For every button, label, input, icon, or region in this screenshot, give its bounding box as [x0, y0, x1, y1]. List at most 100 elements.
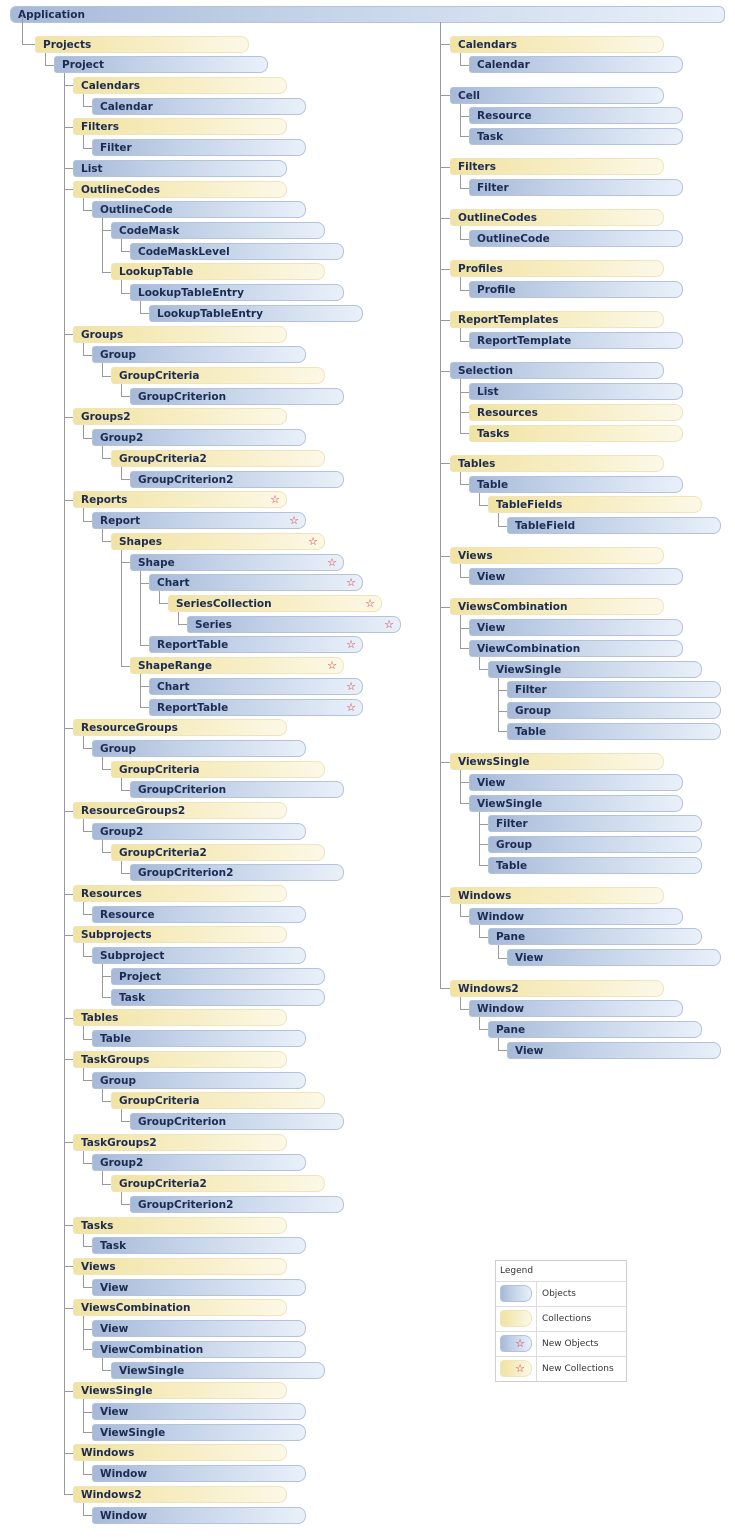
- node-task: Task: [92, 1237, 306, 1255]
- node-label: Calendars: [458, 38, 518, 51]
- connector-line: [460, 226, 461, 239]
- node-label: Tasks: [477, 427, 510, 440]
- node-subproject: Subproject: [92, 947, 306, 965]
- connector-line: [498, 1037, 499, 1051]
- connector-line: [83, 902, 84, 915]
- node-filter: Filter: [488, 815, 702, 833]
- node-groupcriteria: GroupCriteria: [111, 760, 325, 778]
- connector-line: [479, 1029, 488, 1031]
- node-reporttable: ReportTable ☆: [149, 636, 363, 654]
- node-groupcriteria: GroupCriteria: [111, 1092, 325, 1110]
- connector-line: [460, 136, 469, 138]
- connector-line: [64, 1266, 73, 1268]
- connector-line: [440, 555, 450, 557]
- node-label: ViewsCombination: [458, 601, 568, 614]
- connector-line: [460, 289, 469, 291]
- connector-line: [83, 1274, 84, 1288]
- connector-line: [83, 342, 84, 355]
- node-project: Project: [111, 967, 325, 985]
- node-resources: Resources: [73, 885, 287, 903]
- node-group: Group: [488, 835, 702, 853]
- node-label: ViewSingle: [119, 1364, 185, 1377]
- connector-line: [83, 197, 84, 210]
- star-icon: ☆: [515, 1362, 525, 1375]
- connector-line: [102, 839, 103, 853]
- connector-line: [83, 1399, 84, 1433]
- node-label: Resource: [100, 908, 155, 921]
- connector-line: [440, 217, 450, 219]
- node-groupcriteria2: GroupCriteria2: [111, 449, 325, 467]
- node-label: View: [100, 1406, 129, 1419]
- node-resourcegroups: ResourceGroups: [73, 719, 287, 737]
- node-label: ResourceGroups2: [81, 805, 186, 818]
- connector-line: [460, 576, 469, 578]
- connector-line: [83, 209, 92, 211]
- node-label: Table: [496, 859, 528, 872]
- node-shape: Shape ☆: [130, 553, 344, 571]
- node-taskgroups2: TaskGroups2: [73, 1133, 287, 1151]
- connector-line: [83, 831, 92, 833]
- node-lookuptableentry: LookupTableEntry: [149, 304, 363, 322]
- connector-line: [83, 1432, 92, 1434]
- connector-line: [83, 1502, 84, 1516]
- node-label: ViewCombination: [477, 642, 581, 655]
- node-window: Window: [92, 1465, 306, 1483]
- node-report: Report ☆: [92, 512, 306, 530]
- node-tasks: Tasks: [469, 424, 683, 442]
- node-label: Resource: [477, 110, 532, 123]
- node-label: Series: [195, 618, 232, 631]
- connector-line: [102, 375, 111, 377]
- star-icon: ☆: [346, 679, 356, 693]
- connector-line: [83, 147, 92, 149]
- connector-line: [83, 1287, 92, 1289]
- connector-line: [102, 230, 111, 232]
- node-label: Calendar: [477, 59, 530, 72]
- connector-line: [460, 803, 469, 805]
- connector-line: [479, 823, 488, 825]
- connector-line: [64, 73, 65, 1495]
- connector-line: [102, 1183, 111, 1185]
- node-label: Group: [100, 742, 137, 755]
- node-label: Window: [100, 1509, 148, 1522]
- connector-line: [102, 541, 111, 543]
- node-label: OutlineCode: [100, 204, 173, 217]
- connector-line: [121, 860, 122, 873]
- connector-line: [121, 479, 130, 481]
- connector-line: [83, 508, 84, 521]
- star-icon: ☆: [308, 534, 318, 548]
- node-label: TaskGroups: [81, 1053, 150, 1066]
- node-label: Task: [119, 991, 146, 1004]
- node-taskgroups: TaskGroups: [73, 1050, 287, 1068]
- node-label: Tasks: [81, 1219, 114, 1232]
- node-label: CodeMaskLevel: [138, 245, 230, 258]
- node-label: Subproject: [100, 950, 165, 963]
- connector-line: [440, 463, 450, 465]
- node-filter: Filter: [507, 681, 721, 699]
- connector-line: [102, 756, 103, 770]
- node-label: View: [515, 952, 544, 965]
- node-view: View: [92, 1278, 306, 1296]
- node-label: Filter: [477, 182, 509, 195]
- node-view: View: [469, 619, 683, 637]
- connector-line: [140, 707, 149, 709]
- connector-line: [83, 354, 92, 356]
- node-viewsingle: ViewSingle: [111, 1361, 325, 1379]
- connector-line: [140, 313, 149, 315]
- connector-line: [83, 425, 84, 438]
- node-views: Views: [450, 547, 664, 565]
- node-label: ShapeRange: [138, 660, 213, 673]
- node-label: Views: [458, 550, 493, 563]
- node-label: Views: [81, 1260, 116, 1273]
- node-label: Subprojects: [81, 929, 152, 942]
- connector-line: [178, 611, 179, 625]
- node-label: Group: [496, 838, 533, 851]
- connector-line: [498, 513, 499, 526]
- node-label: SeriesCollection: [176, 597, 272, 610]
- node-group: Group: [92, 1071, 306, 1089]
- node-outlinecodes: OutlineCodes: [73, 180, 287, 198]
- node-pane: Pane: [488, 1020, 702, 1038]
- legend-label: Collections: [542, 1314, 592, 1324]
- connector-line: [102, 1357, 103, 1371]
- node-shapes: Shapes ☆: [111, 532, 325, 550]
- node-resources: Resources: [469, 403, 683, 421]
